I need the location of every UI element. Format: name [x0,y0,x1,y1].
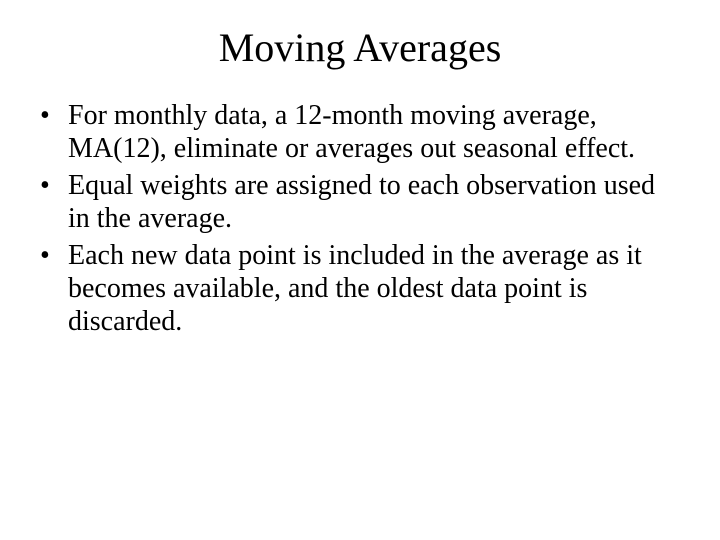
bullet-list: For monthly data, a 12-month moving aver… [34,99,680,338]
bullet-item: Equal weights are assigned to each obser… [34,169,680,235]
bullet-item: For monthly data, a 12-month moving aver… [34,99,680,165]
bullet-item: Each new data point is included in the a… [34,239,680,338]
slide: Moving Averages For monthly data, a 12-m… [0,0,720,540]
slide-body: For monthly data, a 12-month moving aver… [0,99,720,338]
slide-title: Moving Averages [0,0,720,99]
